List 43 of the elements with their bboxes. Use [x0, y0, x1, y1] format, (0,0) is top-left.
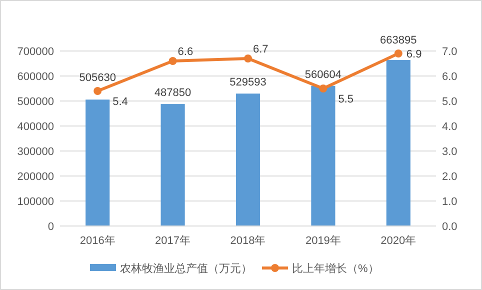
- y2-tick-label: 3.0: [442, 146, 458, 158]
- y-tick-label: 400000: [17, 121, 54, 133]
- data-label: 5.5: [338, 94, 354, 106]
- y2-tick-label: 4.0: [442, 121, 458, 133]
- data-label: 505630: [79, 72, 116, 84]
- y-tick-label: 700000: [17, 46, 54, 58]
- legend-label: 比上年增长（%）: [292, 262, 379, 275]
- y2-tick-label: 0.0: [442, 221, 458, 233]
- y-tick-label: 500000: [17, 96, 54, 108]
- data-label: 6.6: [178, 46, 194, 58]
- bar: [236, 94, 260, 226]
- point: [168, 57, 177, 65]
- data-label: 529593: [230, 76, 266, 89]
- y2-tick-label: 7.0: [442, 46, 458, 58]
- bar: [160, 104, 185, 226]
- y-tick-label: 600000: [17, 71, 54, 83]
- y2-tick-label: 2.0: [442, 171, 458, 183]
- data-label: 6.9: [406, 48, 422, 60]
- x-tick-label: 2018年: [230, 235, 266, 247]
- y2-tick-label: 6.0: [442, 71, 458, 83]
- data-label: 5.4: [112, 96, 128, 108]
- y2-tick-label: 1.0: [442, 196, 458, 208]
- point: [319, 84, 328, 92]
- point: [244, 54, 252, 62]
- bar: [311, 86, 336, 226]
- point: [94, 87, 102, 95]
- y-tick-label: 300000: [17, 146, 54, 158]
- point: [394, 50, 402, 58]
- x-tick-label: 2017年: [155, 235, 191, 247]
- y-tick-label: 100000: [17, 196, 54, 208]
- x-tick-label: 2019年: [305, 235, 341, 247]
- y2-tick-label: 5.0: [442, 96, 458, 108]
- x-tick-label: 2020年: [380, 235, 416, 247]
- x-tick-label: 2016年: [80, 235, 116, 247]
- bar: [386, 60, 410, 226]
- data-label: 560604: [304, 68, 342, 81]
- data-label: 663895: [380, 34, 417, 46]
- data-label: 6.7: [253, 44, 268, 56]
- bar: [86, 100, 110, 226]
- legend-label: 农林牧渔业总产值（万元）: [120, 262, 252, 275]
- y-tick-label: 200000: [17, 171, 54, 183]
- data-label: 487850: [154, 87, 192, 100]
- y-tick-label: 0: [48, 221, 54, 233]
